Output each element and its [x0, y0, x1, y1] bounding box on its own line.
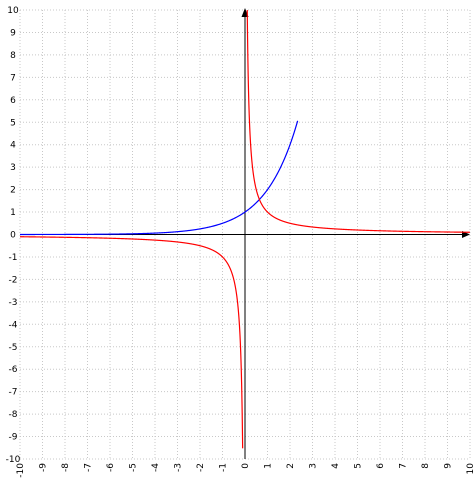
- x-tick-label: -1: [219, 463, 229, 472]
- curve-reciprocal-positive-branch: [246, 9, 470, 233]
- x-tick-label: -4: [151, 463, 161, 472]
- x-tick-label: -8: [61, 463, 71, 472]
- x-tick-label: 9: [444, 463, 454, 469]
- x-tick-label: 2: [286, 463, 296, 469]
- y-tick-label: -4: [9, 320, 18, 330]
- x-tick-label: -2: [196, 463, 206, 472]
- y-tick-label: 2: [10, 186, 16, 196]
- y-tick-label: -3: [9, 298, 18, 308]
- y-tick-label: 9: [10, 28, 16, 38]
- x-tick-label: 6: [376, 463, 386, 469]
- y-tick-label: -9: [9, 433, 18, 443]
- x-tick-label: 0: [241, 463, 251, 469]
- x-tick-label: 7: [399, 463, 409, 469]
- x-tick-labels: -10 -9 -8 -7 -6 -5 -4 -3 -2 -1 0 1 2 3 4 5 6 7 8 9 10: [16, 463, 476, 478]
- x-tick-label: -7: [84, 463, 94, 472]
- y-tick-label: -1: [9, 253, 18, 263]
- curves: [20, 9, 470, 449]
- y-tick-label: 10: [7, 6, 19, 16]
- x-tick-label: -5: [129, 463, 139, 472]
- y-tick-label: 1: [10, 208, 16, 218]
- y-tick-label: -10: [6, 455, 21, 465]
- y-tick-label: 8: [10, 51, 16, 61]
- x-tick-label: 10: [466, 463, 476, 475]
- curve-reciprocal-negative-branch: [20, 236, 244, 449]
- x-tick-label: -9: [39, 463, 49, 472]
- y-tick-label: 3: [10, 163, 16, 173]
- y-tick-label: -6: [9, 365, 18, 375]
- y-tick-label: 4: [10, 141, 16, 151]
- x-tick-label: -6: [106, 463, 116, 472]
- y-tick-label: 6: [10, 96, 16, 106]
- y-tick-label: -2: [9, 275, 18, 285]
- curve-exponential: [20, 120, 299, 236]
- y-tick-label: -5: [9, 343, 18, 353]
- x-tick-label: 5: [354, 463, 364, 469]
- y-tick-label: 7: [10, 73, 16, 83]
- x-tick-label: 1: [264, 463, 274, 469]
- x-tick-label: 4: [331, 463, 341, 469]
- y-tick-label: -8: [9, 410, 18, 420]
- x-tick-label: 8: [421, 463, 431, 469]
- x-tick-label: -10: [16, 463, 26, 478]
- y-tick-label: 5: [10, 118, 16, 128]
- x-tick-label: -3: [174, 463, 184, 472]
- y-tick-label: -7: [9, 388, 18, 398]
- x-tick-label: 3: [309, 463, 319, 469]
- y-tick-label: 0: [10, 231, 16, 241]
